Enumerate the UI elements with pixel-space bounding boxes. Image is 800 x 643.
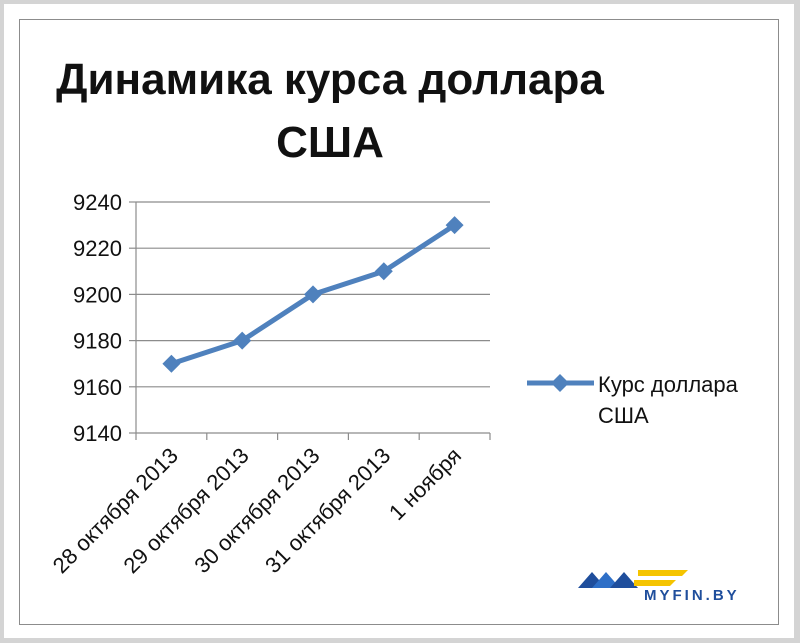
axes <box>135 202 491 440</box>
data-point-marker <box>304 285 322 304</box>
legend: Курс доллара США <box>527 372 739 428</box>
chart-title-line-1: Динамика курса доллара <box>56 55 604 104</box>
y-tick-label: 9180 <box>73 329 122 354</box>
y-tick-label: 9200 <box>73 282 122 307</box>
y-tick-label: 9140 <box>73 421 122 446</box>
legend-marker-swatch <box>551 374 569 392</box>
legend-label-line-2: США <box>598 403 649 428</box>
myfin-logo: MYFIN.BY <box>578 564 768 604</box>
data-point-marker <box>445 216 464 235</box>
x-tick-label: 29 октября 2013 <box>119 443 254 578</box>
y-tick-labels: 9140 9160 9180 9200 9220 9240 <box>73 190 122 446</box>
data-point-marker <box>162 354 181 373</box>
chart-title-line-2: США <box>276 118 384 167</box>
x-tick-label: 1 ноября <box>384 443 466 525</box>
series-layer <box>162 216 464 373</box>
y-tick-label: 9220 <box>73 236 122 261</box>
gridlines <box>129 201 490 434</box>
data-point-marker <box>233 331 252 350</box>
data-point-marker <box>374 262 393 281</box>
chart-area <box>19 19 779 625</box>
legend-label-line-1: Курс доллара <box>598 372 739 397</box>
x-tick-label: 30 октября 2013 <box>189 443 324 578</box>
x-tick-label: 28 октября 2013 <box>48 443 183 578</box>
svg-text:MYFIN.BY: MYFIN.BY <box>644 587 740 604</box>
x-tick-label: 31 октября 2013 <box>260 443 395 578</box>
y-tick-label: 9240 <box>73 190 122 215</box>
y-tick-label: 9160 <box>73 375 122 400</box>
